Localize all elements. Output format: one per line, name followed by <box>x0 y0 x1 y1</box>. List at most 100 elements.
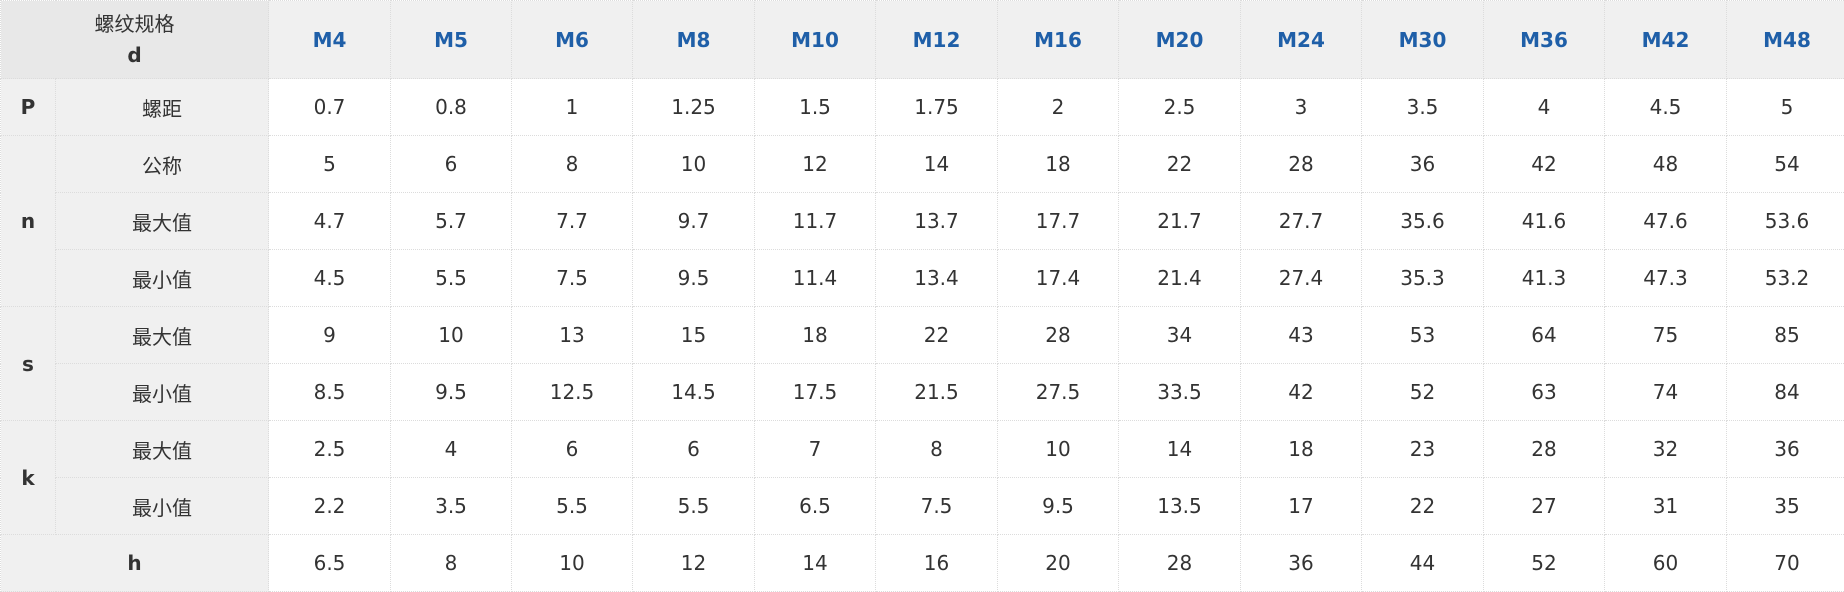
value-cell: 7.5 <box>512 250 633 307</box>
size-header: M8 <box>633 1 755 79</box>
value-cell: 9 <box>269 307 391 364</box>
diameter-label: d <box>1 40 268 71</box>
value-cell: 42 <box>1484 136 1605 193</box>
value-cell: 47.3 <box>1605 250 1727 307</box>
value-cell: 43 <box>1241 307 1362 364</box>
value-cell: 14.5 <box>633 364 755 421</box>
value-cell: 3.5 <box>1362 79 1484 136</box>
value-cell: 9.5 <box>391 364 512 421</box>
value-cell: 1.5 <box>755 79 876 136</box>
value-cell: 3.5 <box>391 478 512 535</box>
value-cell: 0.7 <box>269 79 391 136</box>
value-cell: 14 <box>1119 421 1241 478</box>
value-cell: 6 <box>391 136 512 193</box>
value-cell: 36 <box>1362 136 1484 193</box>
value-cell: 4 <box>1484 79 1605 136</box>
value-cell: 17.7 <box>998 193 1119 250</box>
value-cell: 27 <box>1484 478 1605 535</box>
value-cell: 18 <box>1241 421 1362 478</box>
value-cell: 47.6 <box>1605 193 1727 250</box>
value-cell: 22 <box>1119 136 1241 193</box>
value-cell: 18 <box>755 307 876 364</box>
row-label: 最小值 <box>56 250 269 307</box>
value-cell: 8 <box>512 136 633 193</box>
value-cell: 1.25 <box>633 79 755 136</box>
value-cell: 28 <box>998 307 1119 364</box>
value-cell: 10 <box>391 307 512 364</box>
value-cell: 13 <box>512 307 633 364</box>
value-cell: 42 <box>1241 364 1362 421</box>
value-cell: 31 <box>1605 478 1727 535</box>
value-cell: 11.7 <box>755 193 876 250</box>
value-cell: 2.5 <box>269 421 391 478</box>
value-cell: 7.5 <box>876 478 998 535</box>
value-cell: 75 <box>1605 307 1727 364</box>
group-label: P <box>1 79 56 136</box>
size-header: M5 <box>391 1 512 79</box>
value-cell: 4.7 <box>269 193 391 250</box>
value-cell: 41.3 <box>1484 250 1605 307</box>
thread-spec-header: 螺纹规格 d <box>1 1 269 79</box>
value-cell: 27.7 <box>1241 193 1362 250</box>
value-cell: 2.2 <box>269 478 391 535</box>
row-label: 公称 <box>56 136 269 193</box>
size-header: M42 <box>1605 1 1727 79</box>
value-cell: 22 <box>1362 478 1484 535</box>
value-cell: 53.2 <box>1727 250 1844 307</box>
value-cell: 53.6 <box>1727 193 1844 250</box>
value-cell: 12 <box>755 136 876 193</box>
value-cell: 2 <box>998 79 1119 136</box>
value-cell: 13.5 <box>1119 478 1241 535</box>
value-cell: 1 <box>512 79 633 136</box>
value-cell: 3 <box>1241 79 1362 136</box>
value-cell: 6 <box>633 421 755 478</box>
value-cell: 22 <box>876 307 998 364</box>
value-cell: 7.7 <box>512 193 633 250</box>
value-cell: 5 <box>1727 79 1844 136</box>
value-cell: 34 <box>1119 307 1241 364</box>
size-header: M24 <box>1241 1 1362 79</box>
value-cell: 14 <box>876 136 998 193</box>
value-cell: 13.7 <box>876 193 998 250</box>
value-cell: 21.5 <box>876 364 998 421</box>
value-cell: 33.5 <box>1119 364 1241 421</box>
value-cell: 63 <box>1484 364 1605 421</box>
size-header: M48 <box>1727 1 1844 79</box>
value-cell: 6.5 <box>755 478 876 535</box>
value-cell: 84 <box>1727 364 1844 421</box>
value-cell: 41.6 <box>1484 193 1605 250</box>
value-cell: 28 <box>1484 421 1605 478</box>
value-cell: 9.5 <box>633 250 755 307</box>
value-cell: 8.5 <box>269 364 391 421</box>
value-cell: 17.5 <box>755 364 876 421</box>
value-cell: 85 <box>1727 307 1844 364</box>
size-header: M36 <box>1484 1 1605 79</box>
value-cell: 36 <box>1727 421 1844 478</box>
value-cell: 21.4 <box>1119 250 1241 307</box>
value-cell: 5.5 <box>391 250 512 307</box>
value-cell: 17.4 <box>998 250 1119 307</box>
value-cell: 4.5 <box>1605 79 1727 136</box>
size-header: M4 <box>269 1 391 79</box>
value-cell: 9.5 <box>998 478 1119 535</box>
size-header: M30 <box>1362 1 1484 79</box>
group-label: s <box>1 307 56 421</box>
value-cell: 28 <box>1241 136 1362 193</box>
value-cell: 54 <box>1727 136 1844 193</box>
value-cell: 5.5 <box>633 478 755 535</box>
value-cell: 7 <box>755 421 876 478</box>
size-header: M6 <box>512 1 633 79</box>
value-cell: 64 <box>1484 307 1605 364</box>
value-cell: 2.5 <box>1119 79 1241 136</box>
thread-spec-label: 螺纹规格 <box>95 12 175 36</box>
group-label: k <box>1 421 56 535</box>
value-cell: 32 <box>1605 421 1727 478</box>
value-cell: 8 <box>876 421 998 478</box>
